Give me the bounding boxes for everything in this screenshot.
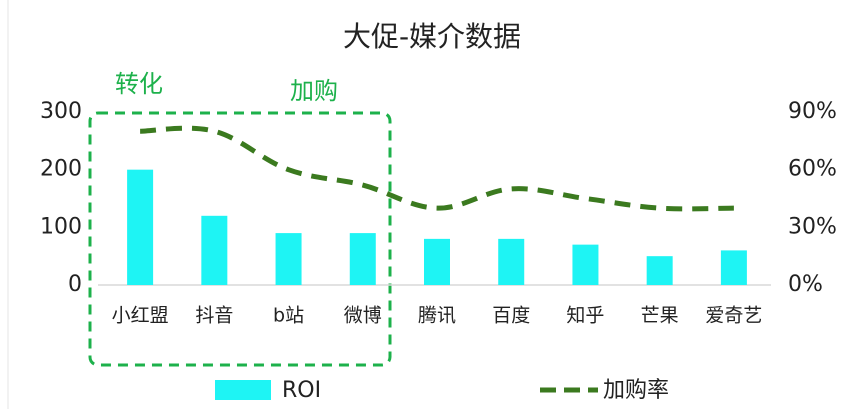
y-tick-label: 200 (40, 157, 82, 182)
y2-tick-label: 30% (788, 214, 837, 239)
x-tick-label: 爱奇艺 (705, 305, 762, 327)
bar (275, 233, 302, 285)
bar (572, 244, 599, 285)
x-tick-label: 百度 (492, 305, 530, 327)
legend-swatch (215, 380, 271, 400)
y-tick-label: 300 (40, 99, 82, 124)
annotation: 加购 (290, 77, 338, 105)
bar (424, 238, 450, 285)
bar (498, 238, 525, 285)
legend-label: 加购率 (603, 378, 669, 403)
bar (720, 250, 747, 285)
bar (127, 169, 154, 285)
y-tick-label: 0 (68, 272, 82, 297)
x-tick-label: 小红盟 (112, 305, 169, 327)
legend-label: ROI (282, 378, 321, 403)
chart-title: 大促-媒介数据 (343, 20, 521, 53)
y-tick-label: 100 (40, 214, 82, 239)
x-tick-label: 抖音 (195, 305, 233, 327)
x-tick-label: 芒果 (641, 305, 679, 327)
highlight-box (88, 111, 392, 367)
line (140, 125, 734, 212)
x-tick-label: b站 (273, 305, 304, 327)
x-tick-label: 腾讯 (418, 305, 456, 327)
bar (201, 215, 228, 285)
y2-tick-label: 90% (788, 99, 837, 124)
x-tick-label: 微博 (344, 305, 382, 327)
y2-tick-label: 0% (788, 272, 823, 297)
bar (349, 233, 376, 285)
annotation: 转化 (115, 70, 163, 98)
y2-tick-label: 60% (788, 157, 837, 182)
x-tick-label: 知乎 (566, 305, 604, 327)
bar (646, 256, 673, 285)
